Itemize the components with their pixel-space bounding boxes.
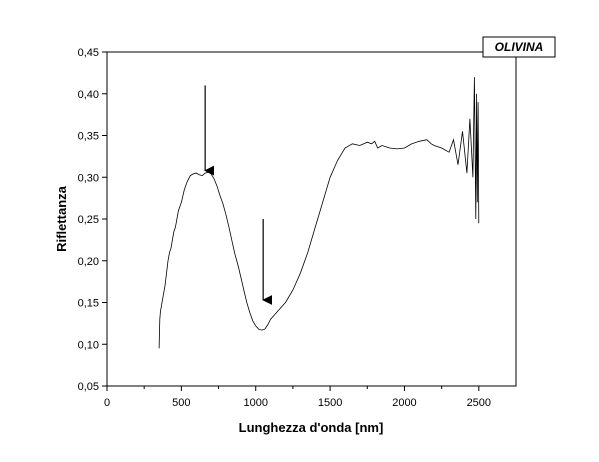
series-line — [158, 77, 480, 349]
y-tick-label: 0,25 — [78, 214, 99, 226]
y-tick-label: 0,05 — [78, 381, 99, 393]
x-axis-title: Lunghezza d'onda [nm] — [239, 420, 384, 435]
y-tick-label: 0,35 — [78, 131, 99, 143]
y-tick-label: 0,10 — [78, 339, 99, 351]
y-tick-label: 0,40 — [78, 89, 99, 101]
x-tick-label: 1500 — [318, 397, 342, 409]
legend: OLIVINA — [482, 36, 556, 58]
x-tick-label: 500 — [172, 397, 190, 409]
x-axis: 0 500 1000 1500 2000 2500 — [104, 386, 491, 409]
x-tick-label: 2500 — [467, 397, 491, 409]
x-tick-label: 2000 — [392, 397, 416, 409]
x-tick-label: 0 — [104, 397, 110, 409]
y-axis: 0,05 0,10 0,15 0,20 0,25 0,30 0,35 0,40 0,45 — [78, 47, 107, 393]
annotations — [204, 85, 273, 305]
y-tick-label: 0,15 — [78, 298, 99, 310]
legend-box — [482, 36, 556, 58]
x-tick-label: 1000 — [243, 397, 267, 409]
y-tick-label: 0,45 — [78, 47, 99, 59]
legend-label: OLIVINA — [495, 40, 544, 54]
y-axis-title: Riflettanza — [54, 185, 69, 252]
y-tick-label: 0,30 — [78, 172, 99, 184]
plot-frame — [106, 51, 517, 387]
y-tick-label: 0,20 — [78, 256, 99, 268]
